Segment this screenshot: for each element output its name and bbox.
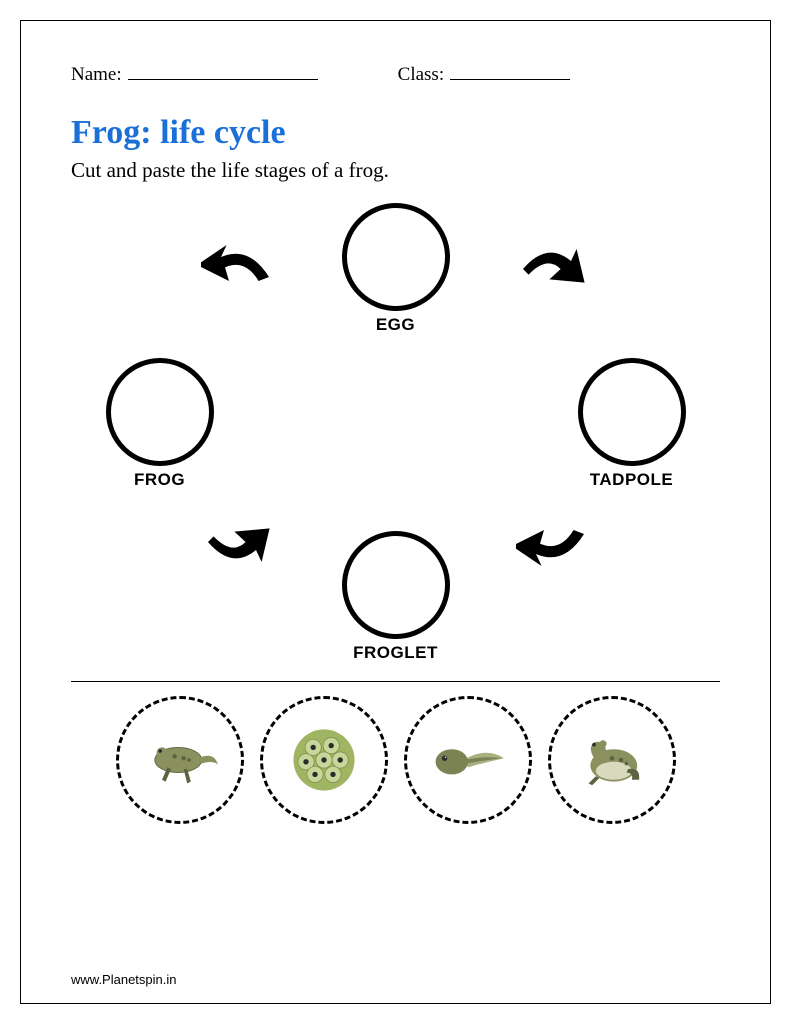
arrow-icon	[516, 498, 596, 578]
stage-circle	[342, 203, 450, 311]
header-row: Name: Class:	[71, 61, 720, 86]
stage-label: FROGLET	[342, 643, 450, 663]
life-cycle-diagram: EGG TADPOLE FROGLET FROG	[116, 203, 676, 663]
instruction-text: Cut and paste the life stages of a frog.	[71, 158, 720, 183]
stage-label: FROG	[106, 470, 214, 490]
stage-egg: EGG	[342, 203, 450, 335]
arrow-icon	[511, 233, 591, 313]
class-field: Class:	[398, 61, 570, 86]
worksheet-page: Name: Class: Frog: life cycle Cut and pa…	[20, 20, 771, 1004]
page-title: Frog: life cycle	[71, 114, 720, 152]
stage-frog: FROG	[106, 358, 214, 490]
stage-label: EGG	[342, 315, 450, 335]
name-label: Name:	[71, 64, 122, 86]
cutout-frog	[548, 696, 676, 824]
cutout-tadpole	[404, 696, 532, 824]
stage-circle	[106, 358, 214, 466]
frog-icon	[567, 715, 657, 805]
name-field: Name:	[71, 61, 318, 86]
arrow-icon	[201, 233, 281, 313]
stage-circle	[342, 531, 450, 639]
class-label: Class:	[398, 64, 444, 86]
tadpole-icon	[423, 715, 513, 805]
section-divider	[71, 681, 720, 682]
froglet-icon	[135, 715, 225, 805]
class-blank-line[interactable]	[450, 61, 570, 80]
stage-tadpole: TADPOLE	[578, 358, 686, 490]
cutout-eggs	[260, 696, 388, 824]
name-blank-line[interactable]	[128, 61, 318, 80]
cutout-row	[71, 696, 720, 824]
eggs-icon	[279, 715, 369, 805]
stage-circle	[578, 358, 686, 466]
arrow-icon	[196, 498, 276, 578]
cutout-froglet	[116, 696, 244, 824]
stage-label: TADPOLE	[578, 470, 686, 490]
stage-froglet: FROGLET	[342, 531, 450, 663]
footer-text: www.Planetspin.in	[71, 972, 177, 987]
